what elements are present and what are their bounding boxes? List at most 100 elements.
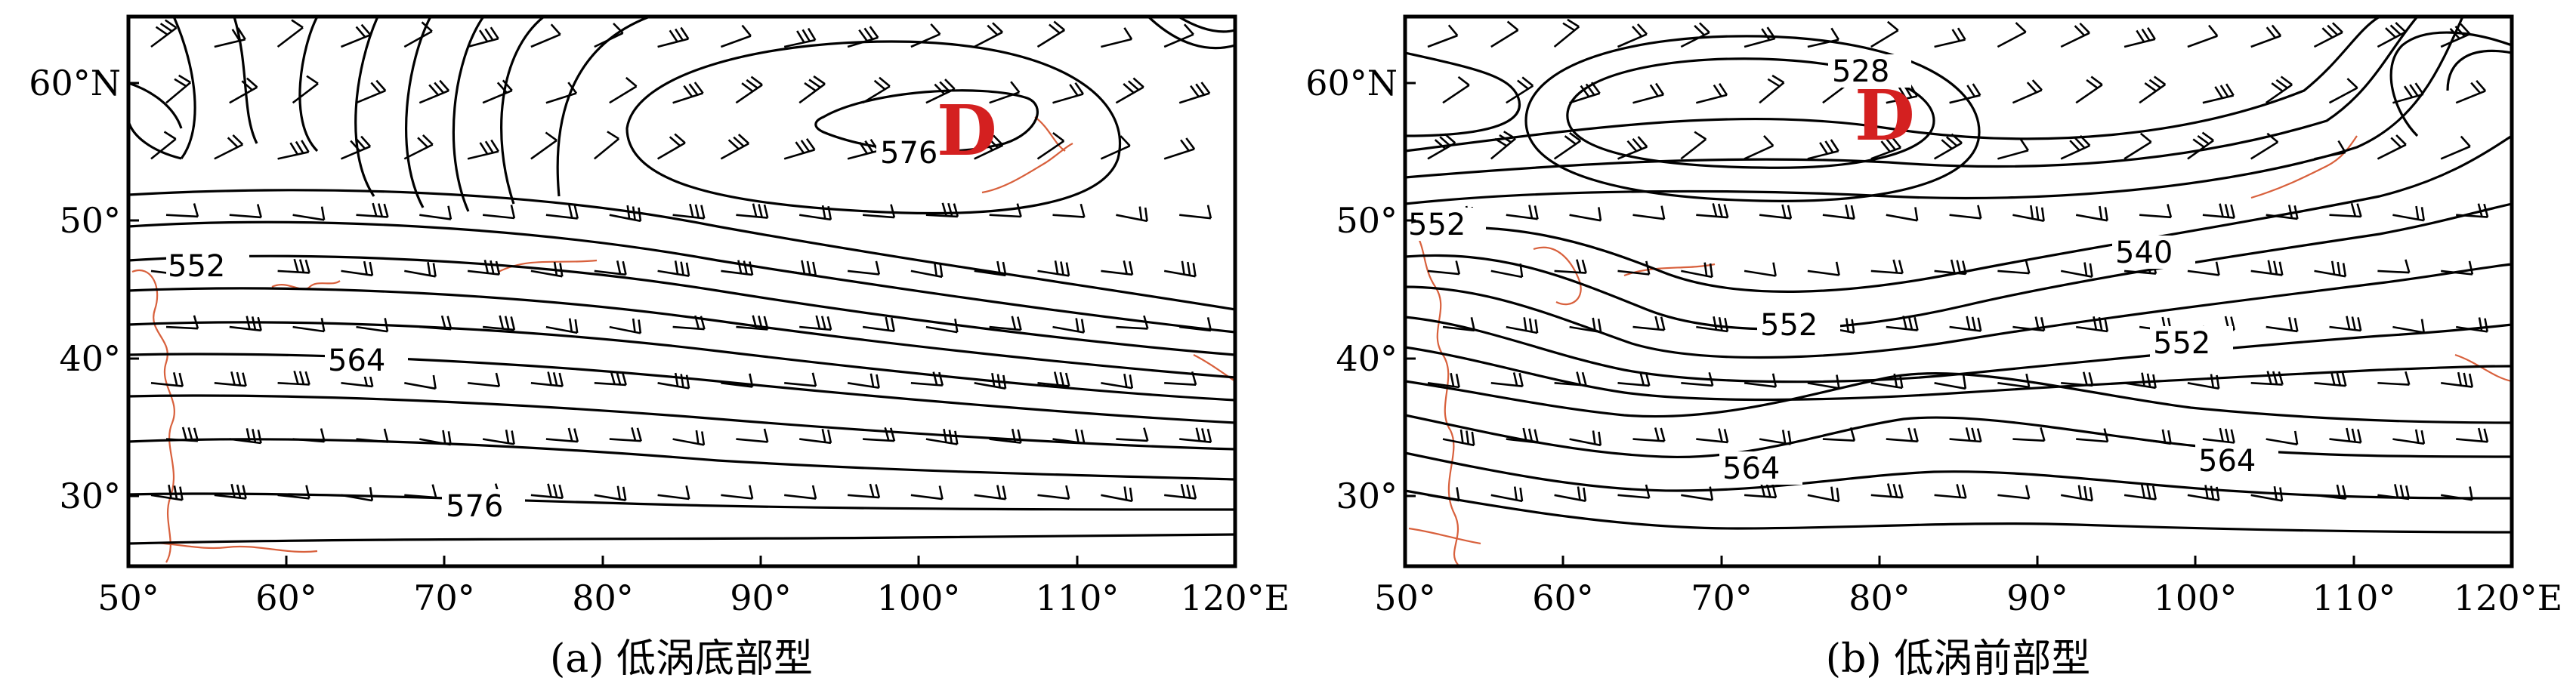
wind-barb xyxy=(2076,316,2109,333)
wind-barb xyxy=(530,483,564,499)
wind-barb xyxy=(672,315,706,331)
wind-barb xyxy=(2075,75,2103,104)
wind-barb xyxy=(165,74,192,104)
wind-barb xyxy=(2392,82,2424,104)
wind-barb xyxy=(1870,20,1899,48)
wind-barb xyxy=(2456,203,2489,218)
wind-barb xyxy=(1052,318,1086,334)
wind-barb xyxy=(1569,317,1602,334)
wind-barb xyxy=(1116,315,1149,330)
wind-barb xyxy=(847,26,879,48)
wind-barb xyxy=(910,485,944,501)
wind-barb xyxy=(2441,486,2473,501)
wind-barb xyxy=(862,76,891,104)
wind-barb xyxy=(1554,371,1587,387)
wind-barb xyxy=(229,428,262,445)
wind-barb xyxy=(1442,429,1475,447)
contours-b xyxy=(1405,17,2512,534)
wind-barb xyxy=(847,260,881,276)
x-tick-label: 80° xyxy=(1849,578,1910,618)
wind-barb xyxy=(1617,371,1651,387)
wind-barb xyxy=(2456,427,2489,443)
wind-barb xyxy=(1037,485,1070,500)
coastline-b xyxy=(1408,135,2512,565)
wind-barb xyxy=(1101,260,1134,276)
wind-barb xyxy=(1934,27,1966,48)
wind-barb xyxy=(847,483,881,499)
x-tick-label: 90° xyxy=(2006,578,2068,618)
wind-barb xyxy=(2187,24,2219,48)
wind-barb xyxy=(2392,205,2425,222)
y-tick-label: 60°N xyxy=(29,63,121,103)
x-tick-label: 100° xyxy=(877,578,961,618)
wind-barb xyxy=(1442,317,1475,332)
wind-barb xyxy=(1997,260,2031,275)
wind-barb xyxy=(467,26,499,48)
wind-barb xyxy=(356,79,387,104)
wind-barb xyxy=(2124,372,2157,390)
wind-barb xyxy=(1427,260,1461,276)
wind-barb xyxy=(356,428,389,443)
wind-barb xyxy=(1052,429,1086,445)
wind-barb xyxy=(404,484,437,499)
wind-barb xyxy=(1052,203,1086,218)
wind-barb xyxy=(2314,140,2346,160)
wind-barb xyxy=(2440,23,2471,48)
wind-barb xyxy=(1163,23,1194,48)
wind-barb xyxy=(1934,374,1967,390)
wind-barb xyxy=(974,134,1004,160)
contour-label: 564 xyxy=(328,343,385,378)
wind-barb xyxy=(720,24,752,48)
wind-barb xyxy=(1949,316,1982,332)
wind-barb xyxy=(974,372,1007,390)
wind-barb xyxy=(530,371,564,387)
wind-barb xyxy=(1886,427,1919,443)
wind-barb xyxy=(1052,82,1084,104)
wind-barb xyxy=(2313,22,2343,48)
wind-barbs-b xyxy=(1427,18,2489,503)
wind-barb xyxy=(721,485,754,500)
wind-barb xyxy=(1553,18,1580,48)
wind-barb xyxy=(609,427,642,442)
wind-barb xyxy=(1997,485,2031,500)
wind-barb xyxy=(165,203,199,218)
wind-barb xyxy=(482,315,516,331)
wind-barb xyxy=(2250,24,2282,48)
y-tick-label: 50° xyxy=(59,200,121,241)
wind-barb xyxy=(1490,263,1524,279)
wind-barb xyxy=(2377,259,2411,274)
wind-barb xyxy=(2061,371,2094,387)
wind-barb xyxy=(910,371,944,387)
wind-barb xyxy=(2329,202,2362,218)
wind-barb xyxy=(277,371,310,386)
wind-barb xyxy=(799,315,832,331)
wind-barb xyxy=(2075,205,2108,222)
wind-barb xyxy=(862,204,896,219)
wind-barb xyxy=(2187,131,2214,160)
wind-barb xyxy=(1886,316,1919,331)
low-center-marker: D xyxy=(937,90,997,171)
wind-barb xyxy=(2441,260,2474,276)
panel-a: 576 552 564 576 D 60°N 50° 40° 30° 50° xyxy=(29,14,1290,682)
wind-barb xyxy=(467,260,501,276)
wind-barb xyxy=(594,371,627,387)
wind-barb xyxy=(1695,82,1728,104)
wind-barb xyxy=(1115,77,1144,104)
wind-barb xyxy=(1870,373,1904,390)
x-tick-label: 60° xyxy=(255,578,317,618)
x-tick-label: 50° xyxy=(97,578,159,618)
wind-barbs-a xyxy=(150,19,1212,503)
wind-barb xyxy=(736,315,769,331)
x-tick-label: 110° xyxy=(1036,578,1120,618)
wind-barb xyxy=(2440,135,2471,160)
wind-barb xyxy=(1554,486,1587,502)
wind-barb xyxy=(356,318,389,333)
wind-barb xyxy=(672,82,704,104)
wind-barb xyxy=(2202,203,2235,219)
wind-barb xyxy=(2012,205,2045,222)
wind-barb xyxy=(214,27,246,48)
x-tick-label: 60° xyxy=(1532,578,1594,618)
wind-barb xyxy=(530,261,564,278)
wind-barb xyxy=(1696,428,1729,444)
wind-barb xyxy=(594,485,627,501)
